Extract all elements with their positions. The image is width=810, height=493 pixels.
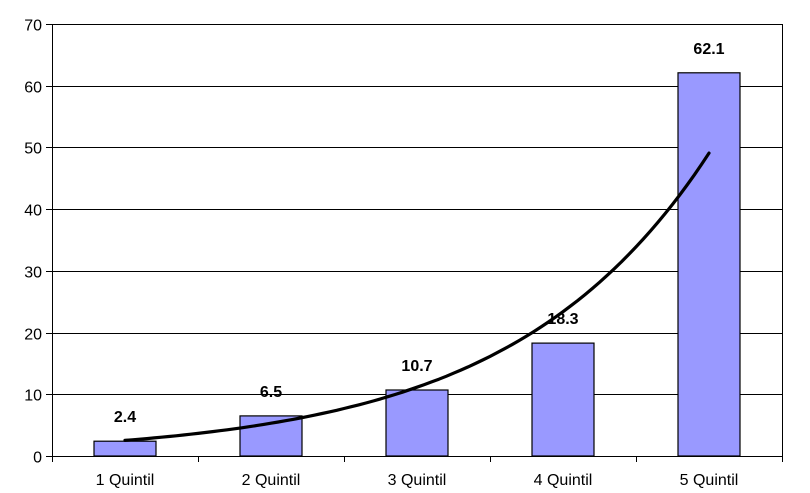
x-tick-label-3: 3 Quintil: [388, 472, 447, 489]
y-tick-label-40: 40: [24, 203, 42, 220]
axes: [46, 24, 783, 462]
data-label-3: 10.7: [401, 358, 432, 375]
data-label-1: 2.4: [114, 409, 136, 426]
y-tick-label-50: 50: [24, 141, 42, 158]
x-tick-label-2: 2 Quintil: [242, 472, 301, 489]
labels: 0 10 20 30 40 50 60 70 1 Quintil 2 Quintil 3 Quint…: [24, 18, 738, 490]
bar-5: [677, 72, 741, 457]
data-label-5: 62.1: [693, 41, 724, 58]
y-tick-label-70: 70: [24, 18, 42, 35]
bars: [93, 72, 741, 457]
gridlines: [52, 24, 783, 456]
x-tick-label-4: 4 Quintil: [534, 472, 593, 489]
y-tick-label-0: 0: [33, 450, 42, 467]
trendline: [123, 151, 711, 442]
data-label-4: 18.3: [547, 311, 578, 328]
y-tick-label-20: 20: [24, 327, 42, 344]
y-tick-label-10: 10: [24, 388, 42, 405]
y-tick-label-30: 30: [24, 265, 42, 282]
bar-3: [385, 389, 449, 457]
bar-1: [93, 440, 157, 457]
y-tick-label-60: 60: [24, 80, 42, 97]
x-tick-label-1: 1 Quintil: [96, 472, 155, 489]
x-tick-label-5: 5 Quintil: [680, 472, 739, 489]
trendline-group: [123, 151, 711, 442]
bar-4: [531, 342, 595, 457]
data-label-2: 6.5: [260, 384, 282, 401]
